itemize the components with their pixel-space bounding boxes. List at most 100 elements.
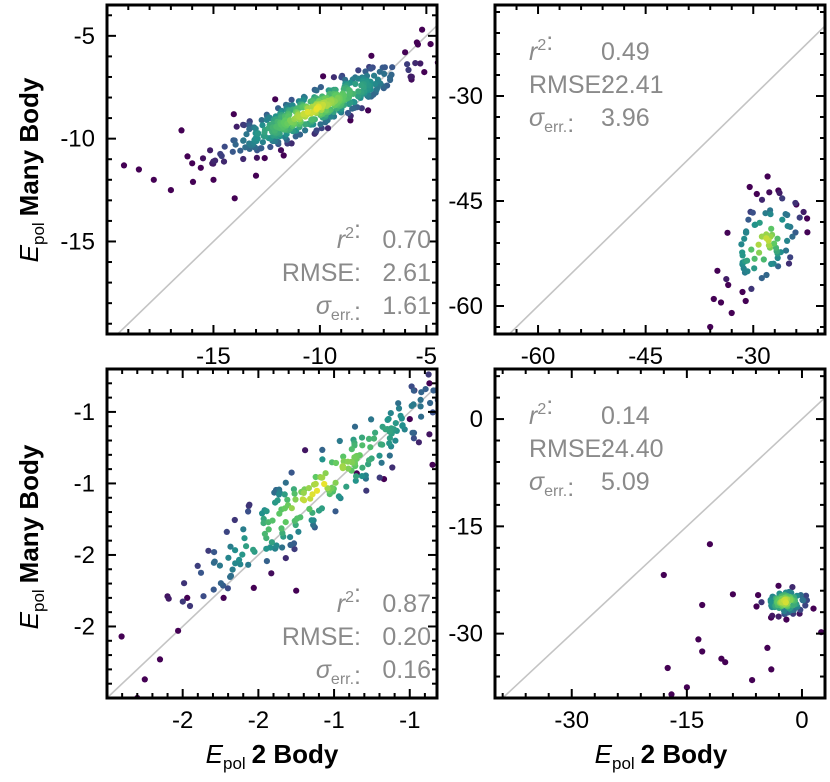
scatter-point (771, 240, 778, 247)
stat-label: RMSE: (529, 71, 608, 99)
scatter-point (738, 241, 745, 248)
scatter-point (189, 160, 196, 167)
scatter-point (359, 442, 366, 449)
x-tick-label: -30 (554, 707, 589, 734)
stat-label: r2: (337, 216, 361, 254)
scatter-point (252, 172, 260, 179)
scatter-point (449, 343, 455, 349)
scatter-point (319, 474, 326, 481)
scatter-point (427, 399, 434, 407)
scatter-point (230, 111, 237, 118)
scatter-point (728, 309, 735, 317)
scatter-point (268, 570, 275, 577)
scatter-point (775, 263, 782, 270)
scatter-point (181, 580, 188, 587)
scatter-point (271, 489, 278, 496)
scatter-point (378, 459, 385, 466)
scatter-point (683, 684, 691, 691)
scatter-point (762, 210, 769, 217)
scatter-point (668, 691, 675, 698)
scatter-point (263, 545, 270, 552)
scatter-point (370, 435, 378, 442)
stat-label-part: r (337, 590, 347, 618)
x-axis-symbol: E (206, 739, 224, 769)
stat-label-part: σ (316, 292, 332, 320)
scatter-point (775, 613, 782, 620)
stat-label: RMSE: (529, 435, 608, 463)
scatter-point (405, 66, 412, 74)
scatter-point (451, 351, 457, 357)
scatter-point (165, 595, 172, 602)
scatter-point (756, 219, 763, 226)
scatter-point (184, 594, 191, 602)
y-axis-text: Many Body (14, 77, 44, 216)
scatter-point (766, 189, 773, 196)
scatter-point (319, 446, 326, 453)
scatter-point (294, 515, 301, 522)
scatter-point (324, 485, 331, 492)
scatter-point (328, 113, 335, 120)
scatter-point (775, 582, 782, 589)
scatter-point (406, 416, 413, 423)
y-tick-label: -10 (60, 126, 95, 153)
scatter-point (236, 556, 243, 564)
scatter-point (225, 554, 232, 561)
stat-label: σerr.: (316, 656, 361, 690)
scatter-point (706, 541, 714, 548)
scatter-point (349, 105, 356, 112)
scatter-point (261, 530, 268, 538)
scatter-point (372, 429, 379, 436)
scatter-point (796, 214, 803, 221)
scatter-point (279, 544, 286, 551)
scatter-point (317, 121, 324, 128)
scatter-point (312, 480, 319, 487)
scatter-point (749, 209, 756, 216)
stat-label-part: σ (529, 468, 545, 496)
scatter-point (317, 84, 324, 91)
scatter-point (468, 363, 474, 369)
scatter-point (782, 247, 790, 254)
scatter-point (336, 437, 343, 445)
scatter-point (398, 415, 405, 422)
scatter-point (189, 178, 197, 185)
scatter-points (707, 173, 811, 331)
scatter-point (783, 616, 790, 623)
y-axis-title-bottom: Epol Many Body (14, 444, 48, 629)
scatter-point (242, 144, 249, 151)
scatter-point (287, 541, 294, 549)
scatter-point (250, 546, 257, 553)
scatter-point (407, 73, 414, 80)
scatter-point (389, 64, 396, 71)
scatter-point (430, 387, 437, 394)
plot-frame (493, 367, 827, 700)
scatter-point (322, 470, 329, 477)
stat-label: r2: (529, 28, 553, 66)
y-tick-label: -1 (74, 399, 95, 426)
scatter-point (351, 423, 359, 430)
y-tick-label: -1 (74, 470, 95, 497)
y-axis-sub: pol (29, 222, 48, 245)
stat-label-part: RMSE: (529, 71, 608, 99)
scatter-point (232, 547, 239, 554)
scatter-point (282, 555, 289, 562)
y-tick-label: -60 (448, 293, 483, 320)
scatter-point (748, 285, 755, 292)
scatter-point (335, 493, 342, 500)
scatter-point (352, 477, 359, 484)
x-axis-text: 2 Body (641, 739, 728, 769)
scatter-point (263, 558, 270, 565)
scatter-point (755, 241, 762, 248)
scatter-point (184, 153, 191, 160)
x-tick-label: -2 (172, 707, 193, 734)
scatter-point (425, 371, 432, 378)
scatter-point (389, 464, 396, 471)
scatter-point (789, 233, 796, 240)
scatter-point (275, 491, 283, 498)
scatter-point (135, 166, 142, 173)
y-axis-title-top: Epol Many Body (14, 77, 48, 262)
scatter-point (760, 256, 767, 263)
scatter-point (141, 676, 148, 683)
scatter-point (741, 235, 748, 242)
scatter-point (245, 561, 252, 568)
scatter-point (358, 434, 366, 441)
